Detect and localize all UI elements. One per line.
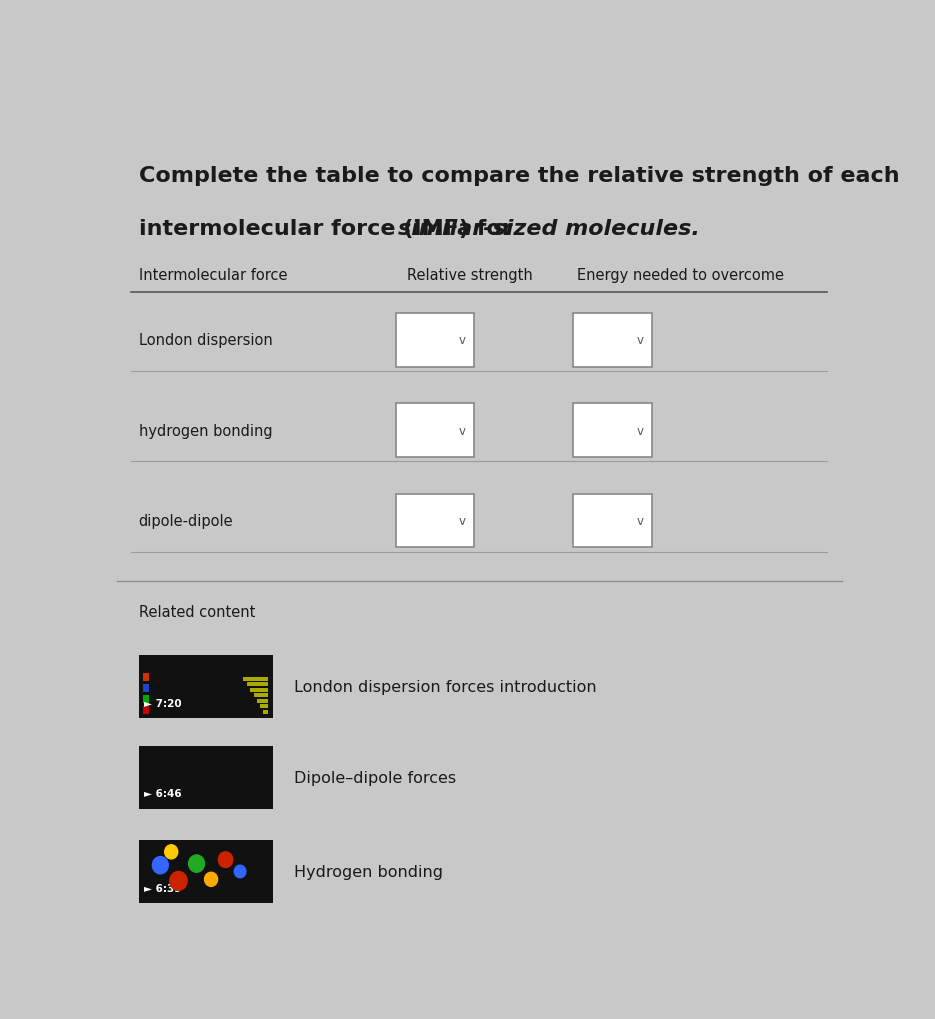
Text: similar-sized molecules.: similar-sized molecules. [398, 219, 700, 238]
FancyBboxPatch shape [573, 314, 652, 367]
FancyBboxPatch shape [138, 656, 273, 718]
Text: Dipole–dipole forces: Dipole–dipole forces [295, 770, 456, 785]
FancyBboxPatch shape [143, 674, 150, 681]
Text: London dispersion forces introduction: London dispersion forces introduction [295, 680, 597, 695]
FancyBboxPatch shape [396, 405, 474, 458]
FancyBboxPatch shape [138, 841, 273, 903]
FancyBboxPatch shape [143, 695, 150, 703]
FancyBboxPatch shape [573, 494, 652, 547]
FancyBboxPatch shape [573, 405, 652, 458]
Text: Related content: Related content [138, 605, 255, 620]
FancyBboxPatch shape [396, 494, 474, 547]
Circle shape [218, 852, 233, 868]
Text: v: v [637, 424, 643, 437]
Text: Energy needed to overcome: Energy needed to overcome [577, 267, 784, 282]
Text: Hydrogen bonding: Hydrogen bonding [295, 864, 443, 879]
FancyBboxPatch shape [260, 704, 268, 708]
Text: ► 6:46: ► 6:46 [144, 789, 181, 799]
FancyBboxPatch shape [263, 710, 268, 714]
Text: v: v [459, 334, 466, 346]
Text: Complete the table to compare the relative strength of each: Complete the table to compare the relati… [138, 165, 899, 185]
Text: intermolecular force (IMF) for: intermolecular force (IMF) for [138, 219, 520, 238]
FancyBboxPatch shape [251, 688, 268, 692]
Text: dipole-dipole: dipole-dipole [138, 514, 233, 529]
FancyBboxPatch shape [143, 684, 150, 692]
Text: v: v [637, 334, 643, 346]
Circle shape [235, 865, 246, 878]
FancyBboxPatch shape [396, 314, 474, 367]
Circle shape [152, 857, 168, 874]
FancyBboxPatch shape [143, 706, 150, 714]
Text: ► 7:20: ► 7:20 [144, 698, 181, 708]
Circle shape [165, 845, 178, 859]
Circle shape [189, 855, 205, 872]
Circle shape [170, 871, 187, 891]
FancyBboxPatch shape [243, 677, 268, 681]
FancyBboxPatch shape [257, 699, 268, 703]
Text: v: v [459, 424, 466, 437]
FancyBboxPatch shape [253, 694, 268, 697]
Circle shape [205, 872, 218, 887]
FancyBboxPatch shape [138, 746, 273, 809]
Text: v: v [459, 515, 466, 528]
Text: Intermolecular force: Intermolecular force [138, 267, 287, 282]
FancyBboxPatch shape [247, 683, 268, 687]
Text: v: v [637, 515, 643, 528]
Text: hydrogen bonding: hydrogen bonding [138, 423, 272, 438]
Text: ► 6:39: ► 6:39 [144, 882, 181, 893]
Text: Relative strength: Relative strength [407, 267, 532, 282]
Text: London dispersion: London dispersion [138, 333, 272, 347]
